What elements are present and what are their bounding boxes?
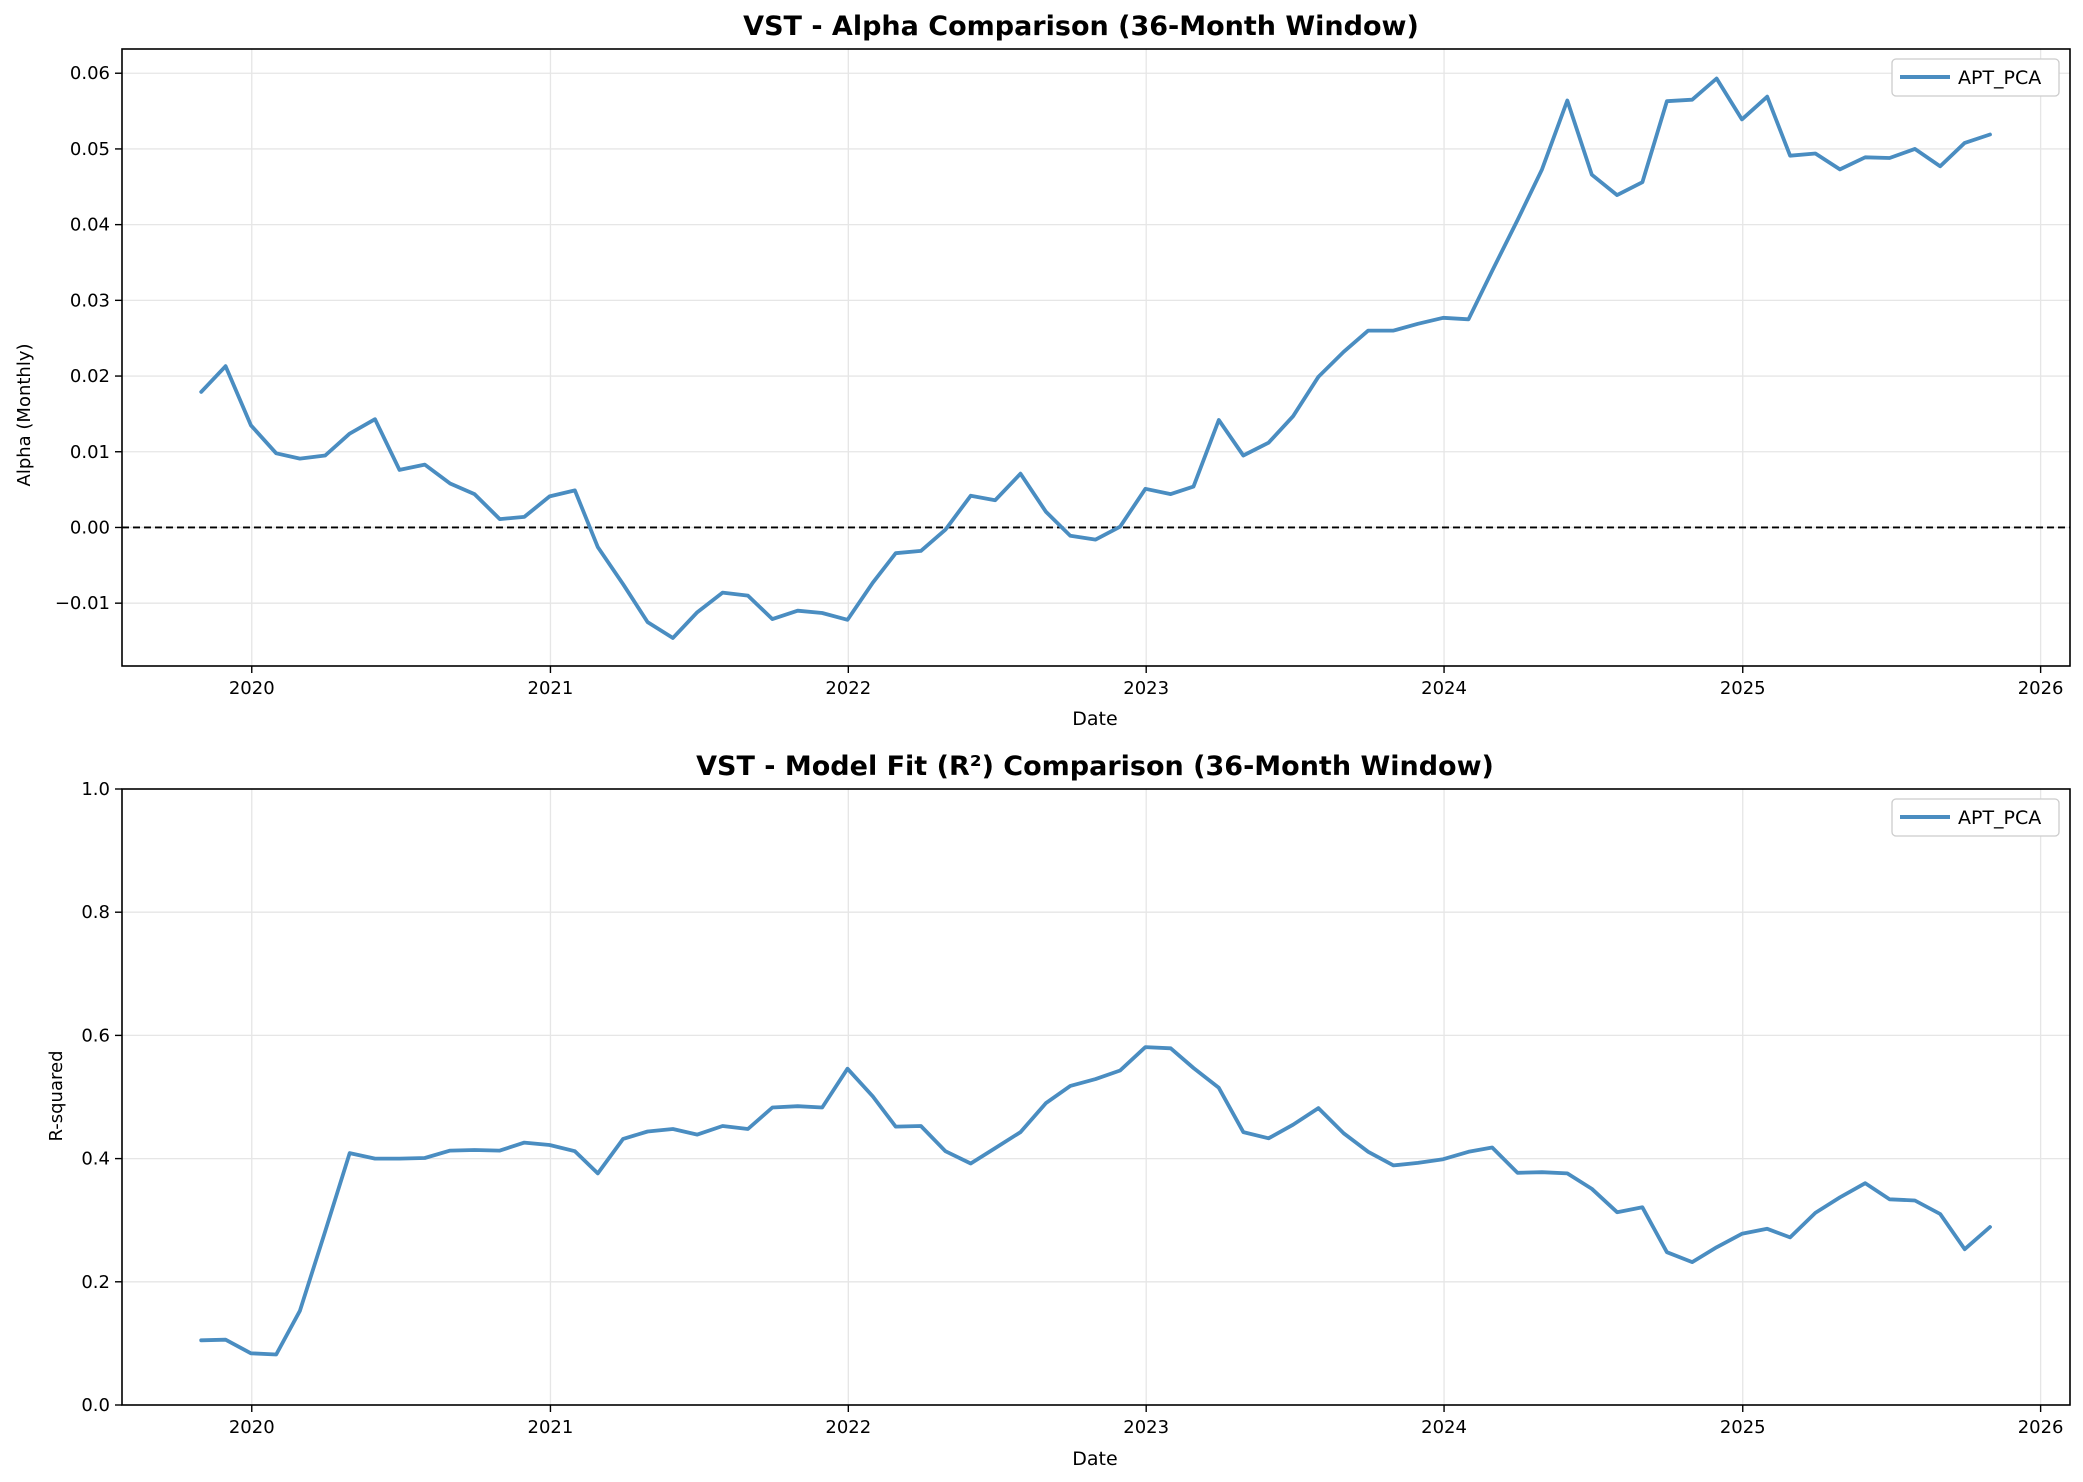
rsquared-ytick-label: 0.2 bbox=[81, 1272, 110, 1293]
alpha-ytick-label: 0.00 bbox=[70, 517, 110, 538]
alpha-xtick-label: 2025 bbox=[1720, 678, 1766, 699]
alpha-ytick-label: 0.01 bbox=[70, 442, 110, 463]
rsquared-ytick-label: 0.4 bbox=[81, 1149, 110, 1170]
rsquared-series-lines bbox=[199, 1045, 1992, 1357]
rsquared-xtick-label: 2023 bbox=[1123, 1417, 1169, 1438]
rsquared-xtick-label: 2025 bbox=[1720, 1417, 1766, 1438]
alpha-ytick-label: 0.03 bbox=[70, 290, 110, 311]
rsquared-plot-frame bbox=[121, 788, 2071, 1406]
rsquared-x-ticks: 2020 2021 2022 2023 2024 2025 2026 bbox=[229, 1405, 2064, 1438]
alpha-chart-panel: VST - Alpha Comparison (36-Month Window)… bbox=[14, 11, 2071, 730]
alpha-gridlines bbox=[122, 49, 2070, 666]
rsquared-xtick-label: 2022 bbox=[825, 1417, 871, 1438]
alpha-xtick-label: 2022 bbox=[825, 678, 871, 699]
alpha-plot-frame bbox=[121, 48, 2071, 667]
rsquared-chart-title: VST - Model Fit (R²) Comparison (36-Mont… bbox=[696, 751, 1494, 782]
alpha-ytick-label: 0.06 bbox=[70, 63, 110, 84]
alpha-legend: APT_PCA bbox=[1891, 58, 2060, 97]
rsquared-ytick-label: 0.8 bbox=[81, 902, 110, 923]
alpha-y-ticks: −0.01 0.00 0.01 0.02 0.03 0.04 0.05 0.06 bbox=[55, 63, 122, 614]
rsquared-y-ticks: 0.0 0.2 0.4 0.6 0.8 1.0 bbox=[81, 779, 122, 1416]
alpha-x-ticks: 2020 2021 2022 2023 2024 2025 2026 bbox=[229, 666, 2064, 699]
rsquared-xtick-label: 2021 bbox=[528, 1417, 574, 1438]
rsquared-xtick-label: 2026 bbox=[2018, 1417, 2064, 1438]
rsquared-legend-box bbox=[1891, 798, 2060, 837]
rsquared-legend: APT_PCA bbox=[1891, 798, 2060, 837]
rsquared-ytick-label: 0.0 bbox=[81, 1395, 110, 1416]
alpha-xtick-label: 2021 bbox=[528, 678, 574, 699]
rsquared-chart-xlabel: Date bbox=[1072, 1448, 1117, 1470]
rsquared-chart-panel: VST - Model Fit (R²) Comparison (36-Mont… bbox=[46, 751, 2071, 1470]
rsquared-chart-ylabel: R-squared bbox=[46, 1050, 67, 1141]
alpha-chart-ylabel: Alpha (Monthly) bbox=[14, 343, 35, 486]
alpha-xtick-label: 2026 bbox=[2018, 678, 2064, 699]
alpha-series-lines bbox=[199, 76, 1992, 640]
rsquared-ytick-label: 1.0 bbox=[81, 779, 110, 800]
alpha-ytick-label: 0.02 bbox=[70, 366, 110, 387]
rsquared-xtick-label: 2024 bbox=[1421, 1417, 1467, 1438]
rsquared-xtick-label: 2020 bbox=[229, 1417, 275, 1438]
alpha-ytick-label: −0.01 bbox=[55, 593, 110, 614]
alpha-ytick-label: 0.04 bbox=[70, 215, 110, 236]
alpha-legend-label: APT_PCA bbox=[1958, 67, 2041, 89]
alpha-legend-box bbox=[1891, 58, 2060, 97]
alpha-xtick-label: 2020 bbox=[229, 678, 275, 699]
alpha-ytick-label: 0.05 bbox=[70, 139, 110, 160]
alpha-xtick-label: 2024 bbox=[1421, 678, 1467, 699]
alpha-chart-xlabel: Date bbox=[1072, 708, 1117, 730]
rsquared-ytick-label: 0.6 bbox=[81, 1025, 110, 1046]
alpha-chart-title: VST - Alpha Comparison (36-Month Window) bbox=[743, 11, 1419, 42]
alpha-xtick-label: 2023 bbox=[1123, 678, 1169, 699]
rsquared-legend-label: APT_PCA bbox=[1958, 807, 2041, 829]
